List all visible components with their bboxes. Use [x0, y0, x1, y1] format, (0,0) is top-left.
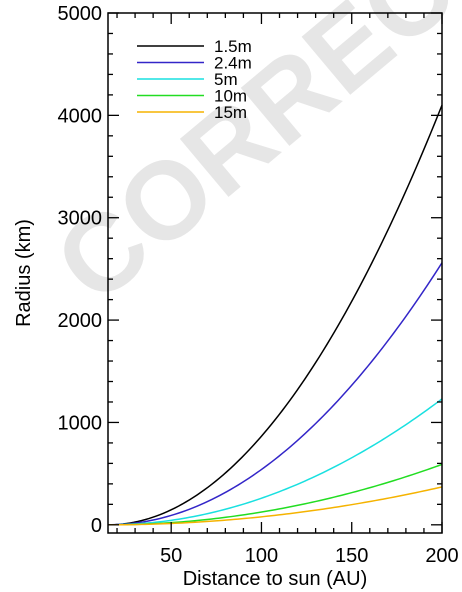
y-tick-label-1000: 1000	[58, 412, 103, 434]
x-tick-label-100: 100	[245, 545, 278, 567]
y-tick-label-0: 0	[91, 515, 102, 537]
y-tick-label-5000: 5000	[58, 3, 103, 25]
series-line-2	[107, 398, 443, 526]
legend-label-1: 2.4m	[214, 54, 252, 73]
x-axis-title: Distance to sun (AU)	[183, 568, 368, 590]
y-tick-label-4000: 4000	[58, 105, 103, 127]
legend-label-4: 15m	[214, 103, 247, 122]
axis-ticks	[108, 12, 443, 533]
series-curves	[107, 104, 443, 526]
legend-label-0: 1.5m	[214, 37, 252, 56]
series-line-1	[107, 262, 443, 526]
x-tick-label-200: 200	[425, 545, 458, 567]
x-tick-label-150: 150	[335, 545, 368, 567]
y-tick-label-2000: 2000	[58, 310, 103, 332]
y-axis-title: Radius (km)	[13, 219, 35, 327]
legend-label-2: 5m	[214, 70, 238, 89]
legend-label-3: 10m	[214, 87, 247, 106]
plot-frame	[107, 12, 443, 534]
x-tick-label-50: 50	[160, 545, 182, 567]
y-tick-label-3000: 3000	[58, 208, 103, 230]
series-line-0	[107, 104, 443, 526]
series-line-4	[108, 486, 443, 526]
